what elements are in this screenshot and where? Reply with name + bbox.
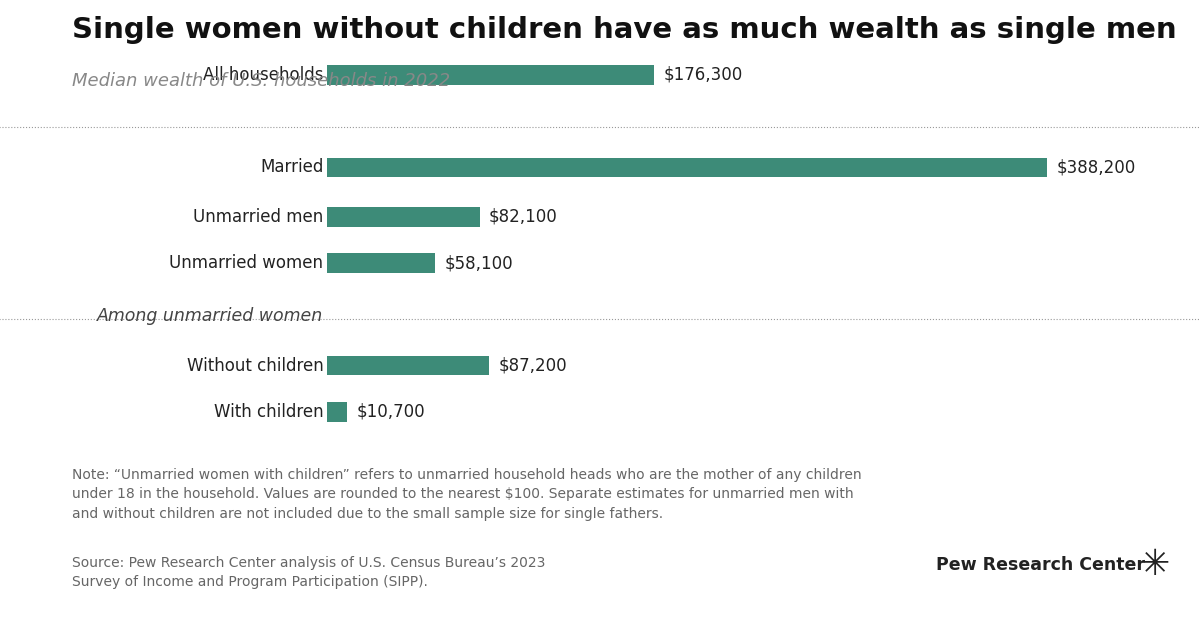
Text: Without children: Without children bbox=[187, 357, 323, 374]
Bar bbox=[328, 355, 490, 376]
Text: $388,200: $388,200 bbox=[1057, 158, 1136, 176]
Text: With children: With children bbox=[214, 403, 323, 421]
Text: Pew Research Center: Pew Research Center bbox=[936, 556, 1145, 574]
Text: $10,700: $10,700 bbox=[356, 403, 425, 421]
Bar bbox=[328, 402, 347, 422]
Text: Unmarried women: Unmarried women bbox=[169, 254, 323, 273]
Bar bbox=[328, 254, 436, 273]
Text: Median wealth of U.S. households in 2022: Median wealth of U.S. households in 2022 bbox=[72, 72, 450, 90]
Text: Married: Married bbox=[260, 158, 323, 176]
Text: Note: “Unmarried women with children” refers to unmarried household heads who ar: Note: “Unmarried women with children” re… bbox=[72, 468, 862, 521]
Bar bbox=[328, 207, 480, 227]
Text: $176,300: $176,300 bbox=[664, 66, 743, 84]
Text: Unmarried men: Unmarried men bbox=[193, 208, 323, 226]
Text: $58,100: $58,100 bbox=[444, 254, 514, 273]
Text: Source: Pew Research Center analysis of U.S. Census Bureau’s 2023
Survey of Inco: Source: Pew Research Center analysis of … bbox=[72, 556, 545, 589]
Bar bbox=[328, 65, 654, 85]
Text: Among unmarried women: Among unmarried women bbox=[97, 307, 323, 325]
Text: $82,100: $82,100 bbox=[488, 208, 558, 226]
Text: ✳: ✳ bbox=[1140, 548, 1170, 582]
Text: All households: All households bbox=[203, 66, 323, 84]
Bar bbox=[328, 158, 1048, 177]
Text: $87,200: $87,200 bbox=[498, 357, 568, 374]
Text: Single women without children have as much wealth as single men: Single women without children have as mu… bbox=[72, 16, 1177, 44]
